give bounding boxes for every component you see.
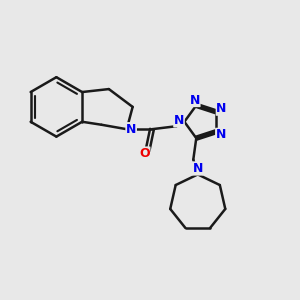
Text: N: N [174,114,184,127]
Text: N: N [216,128,226,141]
Text: N: N [216,102,227,115]
Text: N: N [193,162,203,175]
Text: N: N [126,123,136,136]
Text: O: O [139,147,150,160]
Text: N: N [190,94,200,106]
